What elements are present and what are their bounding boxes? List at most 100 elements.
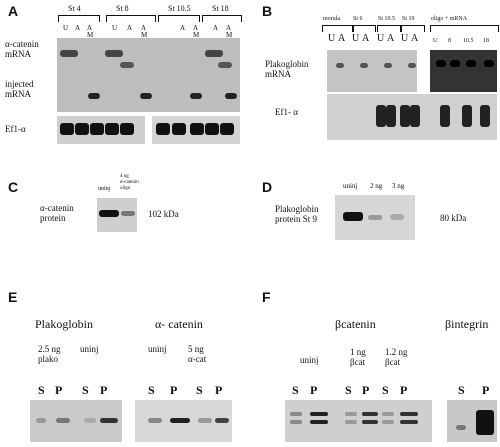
band bbox=[140, 93, 152, 99]
row-label: Plakoglobin bbox=[265, 59, 309, 69]
gel bbox=[430, 50, 497, 92]
lane-label: 3 ng bbox=[392, 182, 405, 190]
condition-label: plako bbox=[38, 354, 58, 364]
fraction-label: P bbox=[362, 383, 370, 397]
lane-label: uninj bbox=[343, 182, 358, 190]
row-label: α-catenin bbox=[5, 39, 39, 49]
band bbox=[376, 105, 386, 127]
fraction-label: S bbox=[458, 383, 465, 397]
bracket bbox=[352, 25, 376, 32]
band bbox=[386, 105, 396, 127]
panel-letter: A bbox=[8, 3, 19, 19]
row-label: Ef1- α bbox=[275, 107, 298, 117]
band bbox=[362, 420, 378, 424]
band bbox=[450, 60, 460, 67]
lane-label: A bbox=[387, 33, 395, 44]
panel-letter: C bbox=[8, 179, 19, 195]
bracket bbox=[401, 25, 425, 32]
band bbox=[290, 420, 302, 424]
fraction-label: S bbox=[345, 383, 352, 397]
band bbox=[121, 211, 135, 216]
band bbox=[220, 123, 234, 135]
fraction-label: P bbox=[400, 383, 408, 397]
band bbox=[99, 210, 119, 217]
condition-label: 2.5 ng bbox=[38, 344, 61, 354]
band bbox=[362, 412, 378, 416]
group-label: α- catenin bbox=[155, 317, 203, 331]
stage-label: St 10.5 bbox=[168, 4, 191, 13]
lane-label: A bbox=[87, 24, 93, 32]
band bbox=[205, 123, 219, 135]
row-label: Ef1-α bbox=[5, 124, 26, 134]
band bbox=[225, 93, 237, 99]
lane-label: A bbox=[362, 33, 370, 44]
fraction-label: P bbox=[310, 383, 318, 397]
lane-label: 4 ng bbox=[120, 174, 129, 179]
band bbox=[384, 63, 392, 68]
bracket bbox=[430, 25, 499, 32]
fraction-label: P bbox=[170, 383, 178, 397]
band bbox=[310, 412, 328, 416]
bracket bbox=[58, 15, 100, 22]
row-label: Plakoglobin bbox=[275, 204, 319, 214]
bracket bbox=[377, 25, 401, 32]
group-label: Plakoglobin bbox=[35, 317, 94, 331]
band bbox=[60, 50, 78, 57]
condition-label: 1 ng bbox=[350, 347, 366, 357]
row-label: protein bbox=[40, 213, 66, 223]
condition-label: 1.2 ng bbox=[385, 347, 408, 357]
band bbox=[368, 215, 382, 220]
band bbox=[336, 63, 344, 68]
condition-label: uninj bbox=[300, 355, 319, 365]
lane-label: U bbox=[328, 33, 336, 44]
band bbox=[218, 62, 232, 68]
stage-label: St 19 bbox=[402, 16, 415, 22]
lane-label: U bbox=[352, 33, 360, 44]
bracket bbox=[202, 15, 242, 22]
lane-label: 18 bbox=[483, 38, 489, 44]
band bbox=[390, 214, 404, 220]
condition-label: α-cat bbox=[188, 354, 207, 364]
lane-label: uninj bbox=[98, 186, 111, 192]
band bbox=[436, 60, 446, 67]
band bbox=[345, 420, 357, 424]
lane-label: M bbox=[226, 31, 233, 39]
fraction-label: P bbox=[482, 383, 490, 397]
lane-label: A bbox=[411, 33, 419, 44]
stage-label: St 8 bbox=[116, 4, 129, 13]
band bbox=[105, 50, 123, 57]
bracket bbox=[322, 25, 354, 32]
band bbox=[90, 123, 104, 135]
band bbox=[466, 60, 476, 67]
band bbox=[190, 93, 202, 99]
band bbox=[75, 123, 89, 135]
lane-label: U bbox=[112, 24, 118, 32]
band bbox=[120, 62, 134, 68]
fraction-label: S bbox=[148, 383, 155, 397]
panel-letter: F bbox=[262, 289, 271, 305]
bracket bbox=[158, 15, 200, 22]
panel-letter: D bbox=[262, 179, 273, 195]
group-label: βcatenin bbox=[335, 317, 376, 331]
band bbox=[60, 123, 74, 135]
group-label: βintegrin bbox=[445, 317, 489, 331]
band bbox=[36, 418, 46, 423]
fraction-label: S bbox=[382, 383, 389, 397]
band bbox=[382, 420, 394, 424]
lane-label: M bbox=[141, 31, 148, 39]
fraction-label: S bbox=[292, 383, 299, 397]
row-label: α-catenin bbox=[40, 203, 74, 213]
band bbox=[360, 63, 368, 68]
band bbox=[170, 418, 190, 423]
lane-label: A bbox=[338, 33, 346, 44]
fraction-label: P bbox=[100, 383, 108, 397]
size-label: 102 kDa bbox=[148, 209, 179, 219]
stage-label: oligo + mRNA bbox=[431, 16, 468, 22]
band bbox=[480, 105, 490, 127]
band bbox=[345, 412, 357, 416]
bracket bbox=[106, 15, 156, 22]
stage-label: St 10.5 bbox=[378, 16, 396, 22]
lane-label: U bbox=[377, 33, 385, 44]
band bbox=[462, 105, 472, 127]
stage-label: St 6 bbox=[353, 16, 363, 22]
